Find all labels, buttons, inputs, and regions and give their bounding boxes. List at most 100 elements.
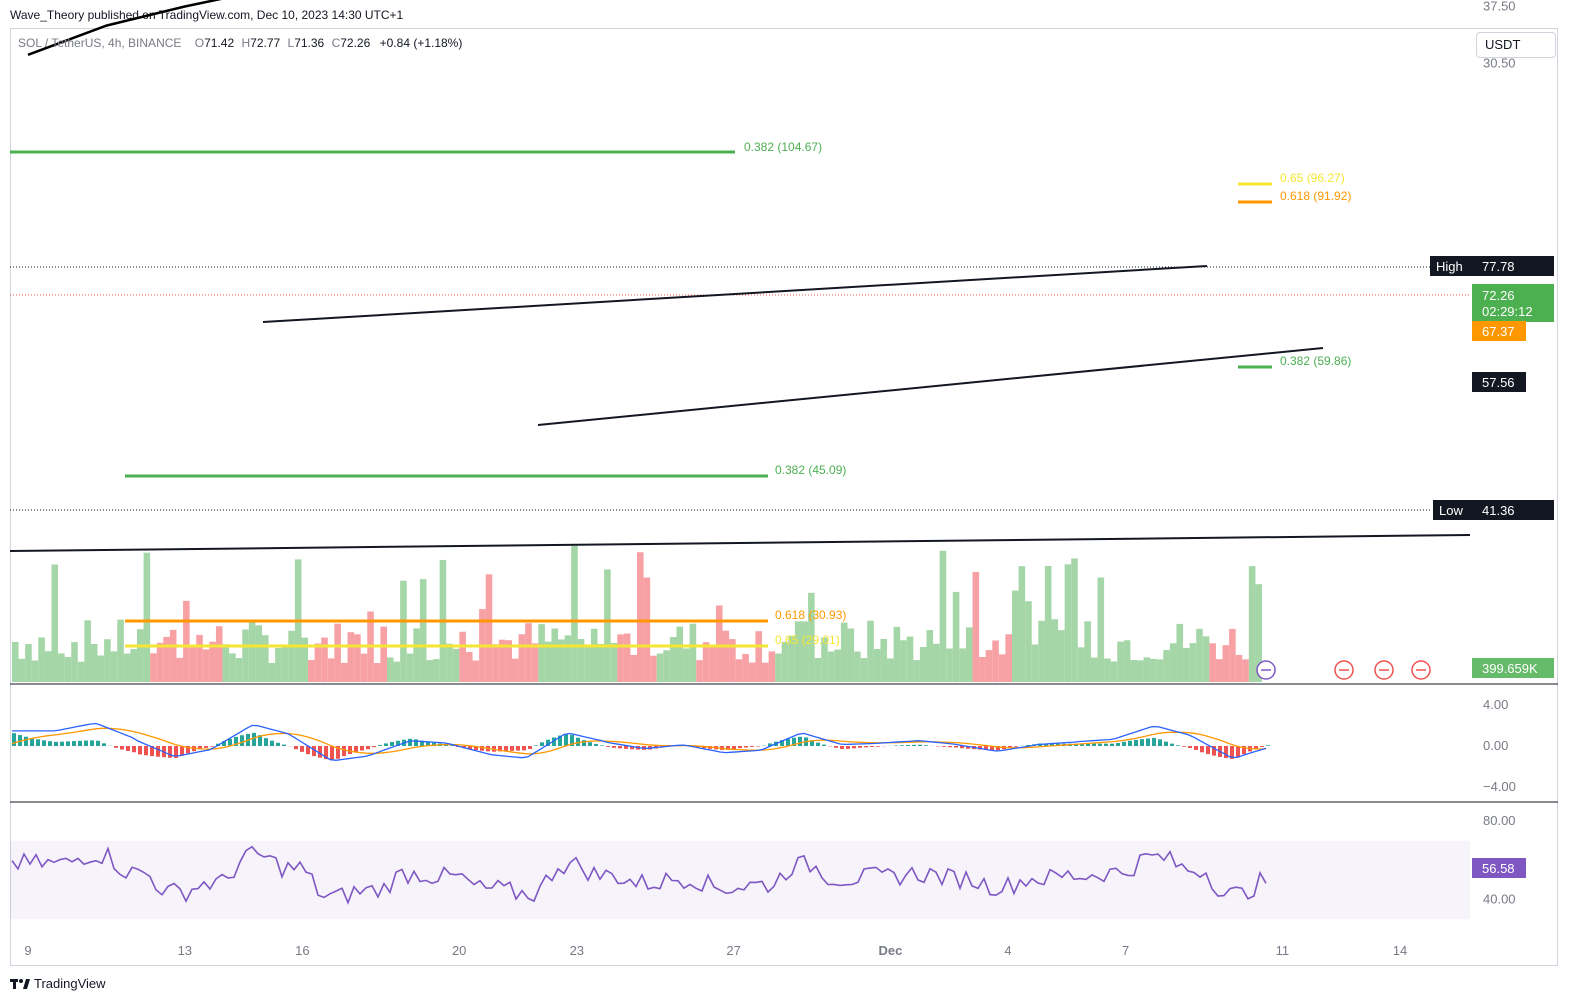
volume-bar xyxy=(512,658,519,682)
volume-bar xyxy=(544,641,552,682)
volume-bar xyxy=(12,641,19,682)
time-axis-tick: Dec xyxy=(878,943,902,958)
macd-hist-bar xyxy=(864,746,868,748)
volume-bar xyxy=(321,637,328,682)
rsi-band xyxy=(10,840,1470,920)
volume-bar xyxy=(959,648,966,682)
price-label-tag xyxy=(1433,500,1475,520)
volume-bar xyxy=(1038,620,1045,682)
volume-bar xyxy=(979,656,986,682)
chart-frame xyxy=(10,28,1558,966)
macd-hist-bar xyxy=(384,743,388,746)
macd-hist-bar xyxy=(90,740,94,746)
fib-level-label: 0.382 (104.67) xyxy=(744,140,822,154)
time-axis-tick: 20 xyxy=(452,943,466,958)
volume-bar xyxy=(268,662,276,682)
fib-level-label: 0.618 (30.93) xyxy=(775,608,846,622)
time-axis-tick: 9 xyxy=(24,943,31,958)
price-value-tag xyxy=(1472,256,1554,276)
volume-bar xyxy=(1189,643,1197,682)
macd-hist-bar xyxy=(318,746,322,758)
volume-bar xyxy=(709,645,716,682)
macd-hist-bar xyxy=(558,735,562,746)
volume-bar xyxy=(1176,623,1184,682)
macd-hist-bar xyxy=(1158,739,1162,746)
volume-bar xyxy=(1137,660,1144,682)
volume-bar xyxy=(584,646,591,682)
brand-label: TradingView xyxy=(34,976,106,991)
volume-bar xyxy=(169,629,177,682)
volume-bar xyxy=(373,663,381,682)
macd-hist-bar xyxy=(1122,741,1126,746)
volume-bar xyxy=(1229,628,1236,682)
volume-bar xyxy=(538,624,545,682)
macd-hist-bar xyxy=(1116,743,1120,746)
macd-line xyxy=(12,722,1267,761)
macd-hist-bar xyxy=(270,740,274,746)
volume-bar xyxy=(1051,619,1059,682)
long-support-line xyxy=(9,534,1471,552)
macd-hist-bar xyxy=(966,746,970,749)
volume-bar xyxy=(1169,643,1177,682)
volume-bar xyxy=(742,653,749,682)
volume-bar xyxy=(58,653,65,682)
volume-bar xyxy=(1183,647,1190,682)
volume-bar xyxy=(301,637,309,682)
macd-hist-bar xyxy=(534,745,538,746)
volume-bar xyxy=(623,633,631,682)
ema200-line xyxy=(27,0,222,56)
volume-bar xyxy=(577,639,585,682)
macd-hist-bar xyxy=(786,738,790,746)
macd-hist-bar xyxy=(1224,746,1228,759)
currency-button[interactable]: USDT xyxy=(1476,32,1556,58)
high-label: H xyxy=(241,36,251,50)
macd-hist-bar xyxy=(186,746,190,754)
macd-hist-bar xyxy=(924,745,928,746)
volume-bar xyxy=(505,640,512,682)
macd-hist-bar xyxy=(540,742,544,746)
volume-bar xyxy=(952,591,960,682)
volume-bar xyxy=(998,654,1006,682)
macd-hist-bar xyxy=(114,746,118,748)
volume-bar xyxy=(44,651,52,682)
tradingview-brand[interactable]: TradingView xyxy=(10,976,106,991)
volume-bar xyxy=(676,626,684,682)
macd-hist-bar xyxy=(906,745,910,746)
price-label-name: High xyxy=(1436,259,1463,274)
volume-bar xyxy=(781,641,789,682)
volume-bar xyxy=(354,634,361,682)
macd-hist-bar xyxy=(546,739,550,746)
macd-hist-bar xyxy=(612,746,616,748)
macd-hist-bar xyxy=(294,746,298,750)
macd-hist-bar xyxy=(84,740,88,746)
volume-bar xyxy=(564,635,572,682)
volume-bar xyxy=(347,632,355,682)
macd-hist-bar xyxy=(102,743,106,746)
macd-hist-bar xyxy=(942,746,946,747)
volume-bar xyxy=(518,634,526,682)
macd-hist-bar xyxy=(234,736,238,746)
volume-bar xyxy=(360,653,368,682)
fib-level-label: 0.618 (91.92) xyxy=(1280,189,1351,203)
macd-hist-bar xyxy=(60,741,64,746)
volume-bar xyxy=(25,644,32,682)
macd-hist-bar xyxy=(696,746,700,748)
macd-hist-bar xyxy=(24,736,28,746)
volume-bar xyxy=(183,600,190,682)
macd-hist-bar xyxy=(306,746,310,755)
fib-level-label: 0.382 (45.09) xyxy=(775,463,846,477)
volume-bar xyxy=(880,638,887,682)
price-axis-tick: 30.50 xyxy=(1483,56,1516,71)
volume-bar xyxy=(117,619,124,682)
macd-hist-bar xyxy=(480,746,484,751)
volume-bar xyxy=(1130,659,1137,682)
volume-bar xyxy=(525,623,532,682)
macd-hist-bar xyxy=(1044,743,1048,746)
price-axis-tick: 37.50 xyxy=(1483,0,1516,14)
macd-hist-bar xyxy=(918,744,922,746)
indicator-value: 57.56 xyxy=(1482,375,1515,390)
macd-hist-bar xyxy=(336,746,340,759)
volume-bar xyxy=(906,636,914,682)
macd-hist-bar xyxy=(576,737,580,746)
